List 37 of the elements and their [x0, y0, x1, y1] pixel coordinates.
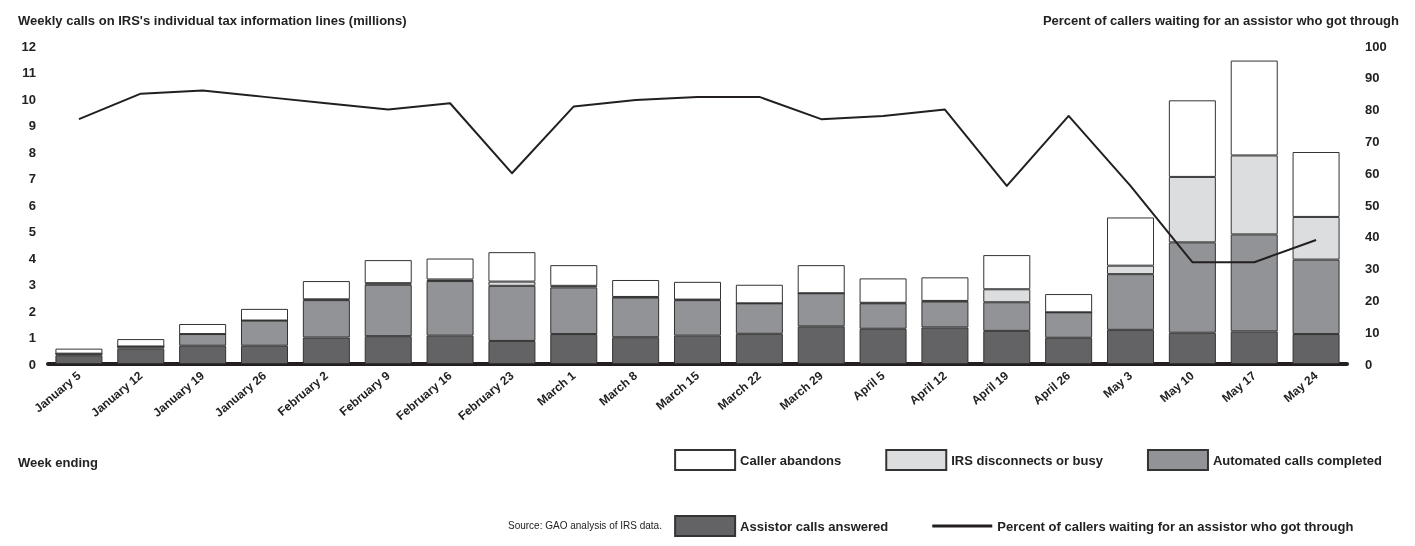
- x-tick-label: May 3: [1100, 368, 1136, 401]
- y-axis-title: Weekly calls on IRS's individual tax information lines (millions): [18, 13, 407, 28]
- y2-axis-title: Percent of callers waiting for an assistor who got through: [1042, 13, 1400, 28]
- y-tick-label: 11: [22, 65, 36, 80]
- y-tick-label: 6: [28, 197, 36, 213]
- legend-label: Caller abandons: [740, 452, 842, 468]
- y-tick-label: 7: [28, 171, 36, 186]
- y-tick-label: 2: [28, 303, 36, 319]
- legend-label: Automated calls completed: [1212, 452, 1383, 468]
- legend-label: Percent of callers waiting for an assistor who got through: [997, 518, 1354, 534]
- y2-tick-label: 50: [1365, 197, 1380, 213]
- y-tick-label: 1: [28, 330, 36, 345]
- y-tick-label: 10: [21, 91, 36, 107]
- y2-tick-label: 90: [1365, 70, 1380, 86]
- y-tick-label: 5: [28, 224, 36, 239]
- y-tick-label: 8: [28, 144, 36, 160]
- y2-tick-label: 10: [1365, 324, 1380, 340]
- legend-label: IRS disconnects or busy: [951, 452, 1104, 468]
- y-tick-label: 4: [28, 250, 37, 266]
- y2-tick-label: 40: [1365, 229, 1380, 245]
- y2-tick-label: 60: [1365, 165, 1380, 181]
- y-tick-label: 12: [21, 38, 36, 54]
- x-axis-title: Week ending: [18, 455, 98, 470]
- y2-tick-label: 100: [1365, 38, 1387, 54]
- x-tick-label: May 24: [1280, 368, 1321, 406]
- y2-tick-label: 20: [1365, 292, 1380, 308]
- y-tick-label: 9: [28, 118, 36, 133]
- y2-tick-label: 80: [1365, 102, 1380, 118]
- source-note: Source: GAO analysis of IRS data.: [508, 519, 662, 531]
- legend-label: Assistor calls answered: [740, 518, 889, 534]
- y2-tick-label: 70: [1365, 133, 1380, 149]
- x-tick-label: May 10: [1157, 368, 1198, 406]
- y-tick-label: 3: [28, 277, 36, 292]
- x-tick-label: May 17: [1219, 368, 1259, 406]
- y-tick-label: 0: [28, 356, 36, 372]
- y2-tick-label: 0: [1365, 356, 1373, 372]
- y2-tick-label: 30: [1365, 261, 1380, 277]
